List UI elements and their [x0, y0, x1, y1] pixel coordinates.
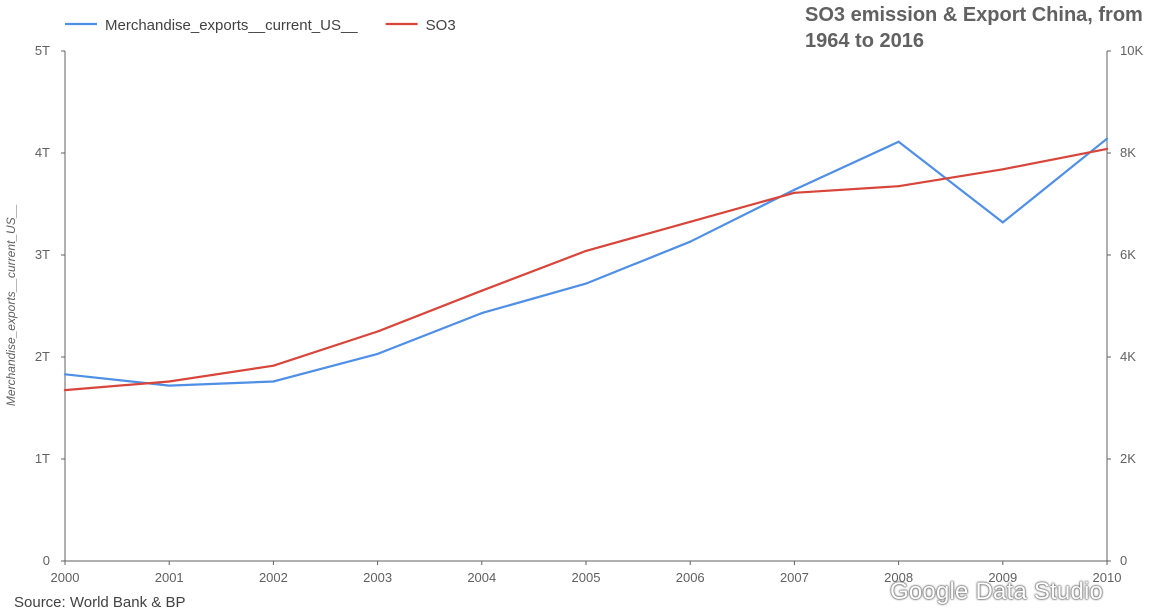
x-tick-label: 2000	[51, 570, 80, 585]
series-1-point	[63, 373, 67, 376]
x-tick-label: 2009	[988, 570, 1017, 585]
legend-label-2: SO3	[426, 17, 456, 34]
right-y-axis: 0 2K 4K 6K 8K 10K	[1106, 43, 1143, 568]
series-1-point	[272, 380, 275, 383]
legend: Merchandise_exports__current_US__ SO3	[65, 17, 456, 34]
x-tick-label: 2007	[780, 570, 809, 585]
series-1-point	[376, 352, 379, 356]
series-1-point	[168, 384, 171, 387]
legend-label-1: Merchandise_exports__current_US__	[105, 17, 358, 34]
series-2-point	[793, 191, 796, 194]
right-tick-label: 8K	[1120, 145, 1136, 160]
series-2-point	[689, 220, 692, 223]
watermark-logo: Google Data Studio	[890, 578, 1104, 605]
left-tick-label: 1T	[35, 451, 50, 466]
series-2-point	[63, 389, 67, 392]
series-layer	[63, 137, 1109, 392]
x-axis: 2000 2001 2002 2003 2004 2005 2006 2007 2008 2009…	[51, 560, 1122, 585]
series-2-point	[1105, 147, 1109, 151]
series-1-point	[584, 282, 588, 285]
x-tick-label: 2004	[467, 570, 496, 585]
chart-title: SO3 emission & Export China, from 1964 t…	[805, 4, 1143, 52]
x-tick-label: 2005	[572, 570, 601, 585]
left-tick-label: 4T	[35, 145, 50, 160]
series-line-1	[63, 137, 1109, 387]
series-1-point	[480, 312, 483, 315]
series-1-point	[1105, 137, 1109, 140]
series-2-point	[376, 330, 379, 333]
series-2-point	[168, 380, 171, 383]
series-1-point	[793, 188, 796, 191]
series-2-point	[480, 289, 483, 292]
x-tick-label: 2008	[884, 570, 913, 585]
x-tick-label: 2001	[155, 570, 184, 585]
x-tick-label: 2002	[259, 570, 288, 585]
series-2-point	[272, 364, 275, 367]
right-tick-label: 2K	[1120, 451, 1136, 466]
series-1-point	[689, 240, 692, 243]
series-2-point	[584, 249, 588, 253]
left-y-axis: 0 1T 2T 3T 4T 5T	[35, 43, 66, 568]
x-tick-label: 2003	[363, 570, 392, 585]
right-tick-label: 10K	[1120, 43, 1143, 58]
left-tick-label: 2T	[35, 349, 50, 364]
series-1-point	[897, 140, 900, 143]
x-tick-label: 2010	[1093, 570, 1122, 585]
right-tick-label: 4K	[1120, 349, 1136, 364]
left-y-axis-label: Merchandise_exports__current_US__	[4, 204, 18, 406]
right-tick-label: 6K	[1120, 247, 1136, 262]
series-2-point	[897, 185, 900, 188]
source-note: Source: World Bank & BP	[14, 594, 186, 611]
series-line-2	[63, 147, 1109, 392]
series-2-point	[1001, 168, 1004, 171]
series-1-point	[1001, 221, 1004, 224]
left-tick-label: 3T	[35, 247, 50, 262]
right-tick-label: 0	[1120, 553, 1127, 568]
left-tick-label: 5T	[35, 43, 50, 58]
left-tick-label: 0	[43, 553, 50, 568]
x-tick-label: 2006	[676, 570, 705, 585]
